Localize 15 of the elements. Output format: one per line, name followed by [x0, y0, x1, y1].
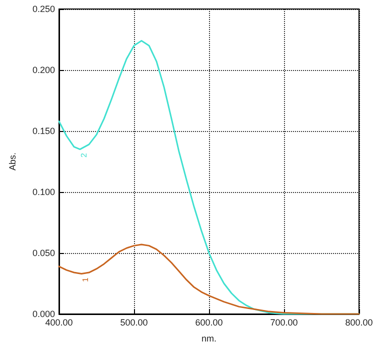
x-tick-label: 800.00 [345, 318, 373, 328]
x-tick-label: 700.00 [270, 318, 298, 328]
x-tick-label: 600.00 [195, 318, 223, 328]
text: 1 [81, 276, 90, 282]
x-tick-label: 400.00 [45, 318, 73, 328]
y-tick-label: 0.200 [32, 65, 55, 75]
y-axis-title: Abs. [8, 152, 18, 171]
y-tick-label: 0.050 [32, 248, 55, 258]
y-tick-label: 0.000 [32, 309, 55, 319]
y-tick-label: 0.100 [32, 187, 55, 197]
y-tick-label: 0.150 [32, 126, 55, 136]
x-tick-label: 500.00 [120, 318, 148, 328]
x-axis-title: nm. [201, 334, 217, 344]
text: 2 [80, 152, 88, 158]
y-tick-label: 0.250 [32, 4, 55, 14]
